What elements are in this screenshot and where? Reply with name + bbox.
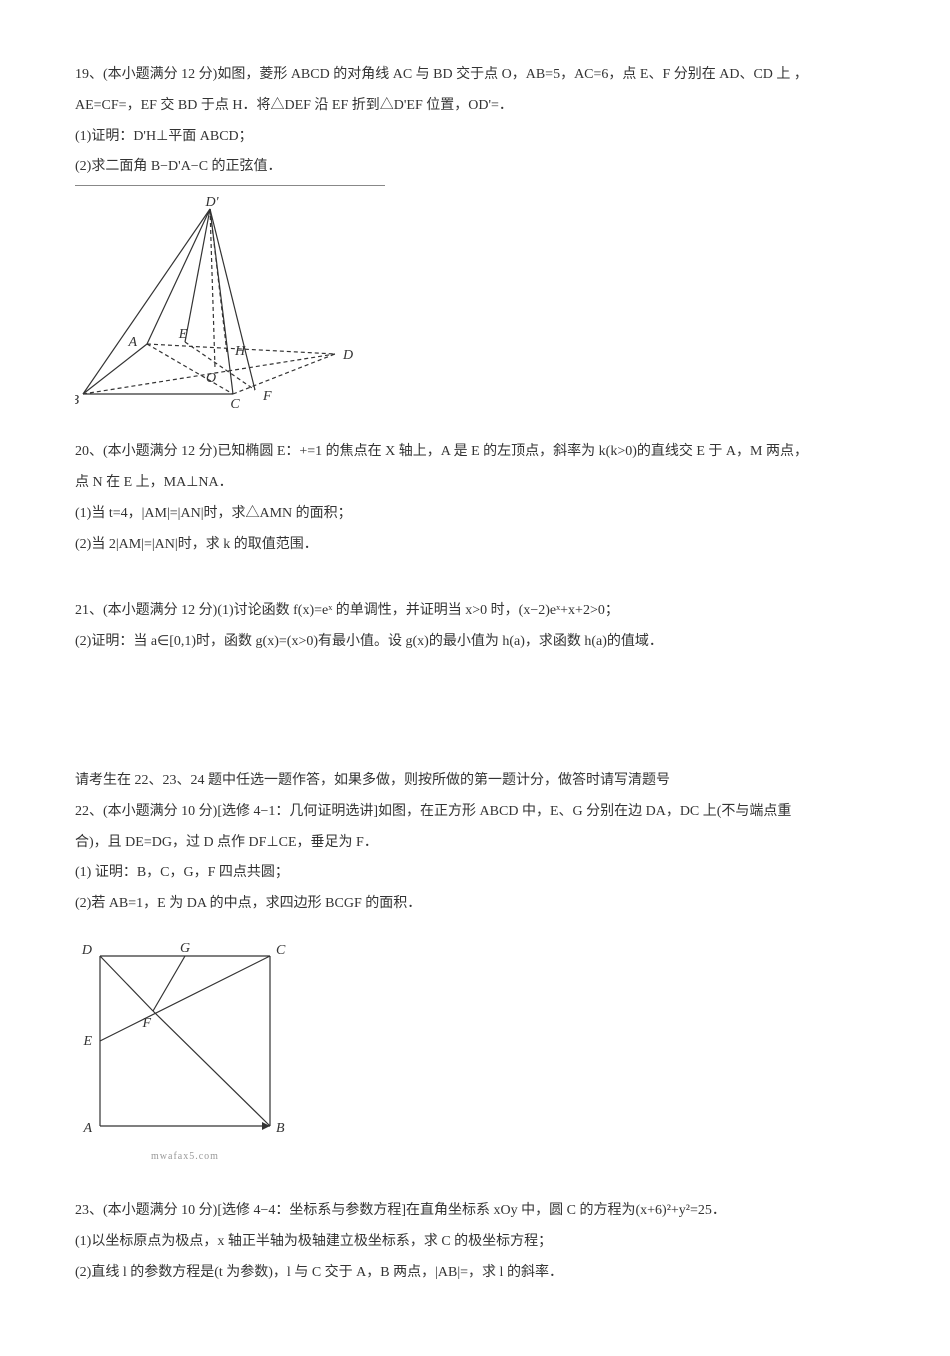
watermark: mwafax5.com: [75, 1146, 295, 1168]
svg-text:B: B: [75, 393, 79, 408]
q21-line1: 21、(本小题满分 12 分)(1)讨论函数 f(x)=eˣ 的单调性，并证明当…: [75, 596, 875, 627]
q20-sub1: (1)当 t=4，|AM|=|AN|时，求△AMN 的面积；: [75, 499, 875, 530]
svg-text:B: B: [276, 1121, 285, 1136]
question-20: 20、(本小题满分 12 分)已知椭圆 E：+=1 的焦点在 X 轴上，A 是 …: [75, 437, 875, 560]
svg-text:D: D: [81, 943, 92, 958]
q19-sub1: (1)证明：D'H⊥平面 ABCD；: [75, 122, 875, 153]
q22-line2: 合)，且 DE=DG，过 D 点作 DF⊥CE，垂足为 F．: [75, 828, 875, 859]
q22-line1: 22、(本小题满分 10 分)[选修 4−1：几何证明选讲]如图，在正方形 AB…: [75, 797, 875, 828]
svg-text:A: A: [82, 1121, 92, 1136]
question-19: 19、(本小题满分 12 分)如图，菱形 ABCD 的对角线 AC 与 BD 交…: [75, 60, 875, 186]
q21-line2: (2)证明：当 a∈[0,1)时，函数 g(x)=(x>0)有最小值。设 g(x…: [75, 627, 875, 658]
svg-text:C: C: [276, 943, 286, 958]
q20-line1: 20、(本小题满分 12 分)已知椭圆 E：+=1 的焦点在 X 轴上，A 是 …: [75, 437, 875, 468]
note-line: 请考生在 22、23、24 题中任选一题作答，如果多做，则按所做的第一题计分，做…: [75, 766, 875, 797]
q20-sub2: (2)当 2|AM|=|AN|时，求 k 的取值范围．: [75, 530, 875, 561]
q19-sub2: (2)求二面角 B−D'A−C 的正弦值．: [75, 152, 875, 183]
q23-sub2: (2)直线 l 的参数方程是(t 为参数)，l 与 C 交于 A，B 两点，|A…: [75, 1258, 875, 1289]
svg-text:G: G: [180, 941, 190, 956]
figure-19-svg: D' A E D B O C H F: [75, 194, 365, 409]
svg-text:F: F: [141, 1016, 151, 1031]
q20-line2: 点 N 在 E 上，MA⊥NA．: [75, 468, 875, 499]
q19-line1: 19、(本小题满分 12 分)如图，菱形 ABCD 的对角线 AC 与 BD 交…: [75, 60, 875, 91]
svg-text:H: H: [234, 344, 246, 359]
figure-19: D' A E D B O C H F: [75, 194, 875, 409]
q23-sub1: (1)以坐标原点为极点，x 轴正半轴为极轴建立极坐标系，求 C 的极坐标方程；: [75, 1227, 875, 1258]
q22-sub1: (1) 证明：B，C，G，F 四点共圆；: [75, 858, 875, 889]
figure-22-svg: D G C E F A B: [75, 936, 305, 1146]
question-23: 23、(本小题满分 10 分)[选修 4−4：坐标系与参数方程]在直角坐标系 x…: [75, 1196, 875, 1288]
svg-text:F: F: [262, 389, 272, 404]
question-21: 21、(本小题满分 12 分)(1)讨论函数 f(x)=eˣ 的单调性，并证明当…: [75, 596, 875, 658]
svg-text:D: D: [342, 348, 353, 363]
q22-sub2: (2)若 AB=1，E 为 DA 的中点，求四边形 BCGF 的面积．: [75, 889, 875, 920]
svg-text:E: E: [178, 327, 188, 342]
q23-line1: 23、(本小题满分 10 分)[选修 4−4：坐标系与参数方程]在直角坐标系 x…: [75, 1196, 875, 1227]
svg-text:D': D': [204, 195, 219, 210]
figure-22: D G C E F A B mwafax5.com: [75, 936, 875, 1168]
q19-line2: AE=CF=，EF 交 BD 于点 H．将△DEF 沿 EF 折到△D'EF 位…: [75, 91, 875, 122]
svg-text:O: O: [206, 371, 216, 386]
svg-text:C: C: [230, 397, 240, 409]
svg-text:A: A: [127, 335, 137, 350]
svg-text:E: E: [82, 1034, 92, 1049]
question-22: 22、(本小题满分 10 分)[选修 4−1：几何证明选讲]如图，在正方形 AB…: [75, 797, 875, 920]
divider: [75, 185, 385, 186]
